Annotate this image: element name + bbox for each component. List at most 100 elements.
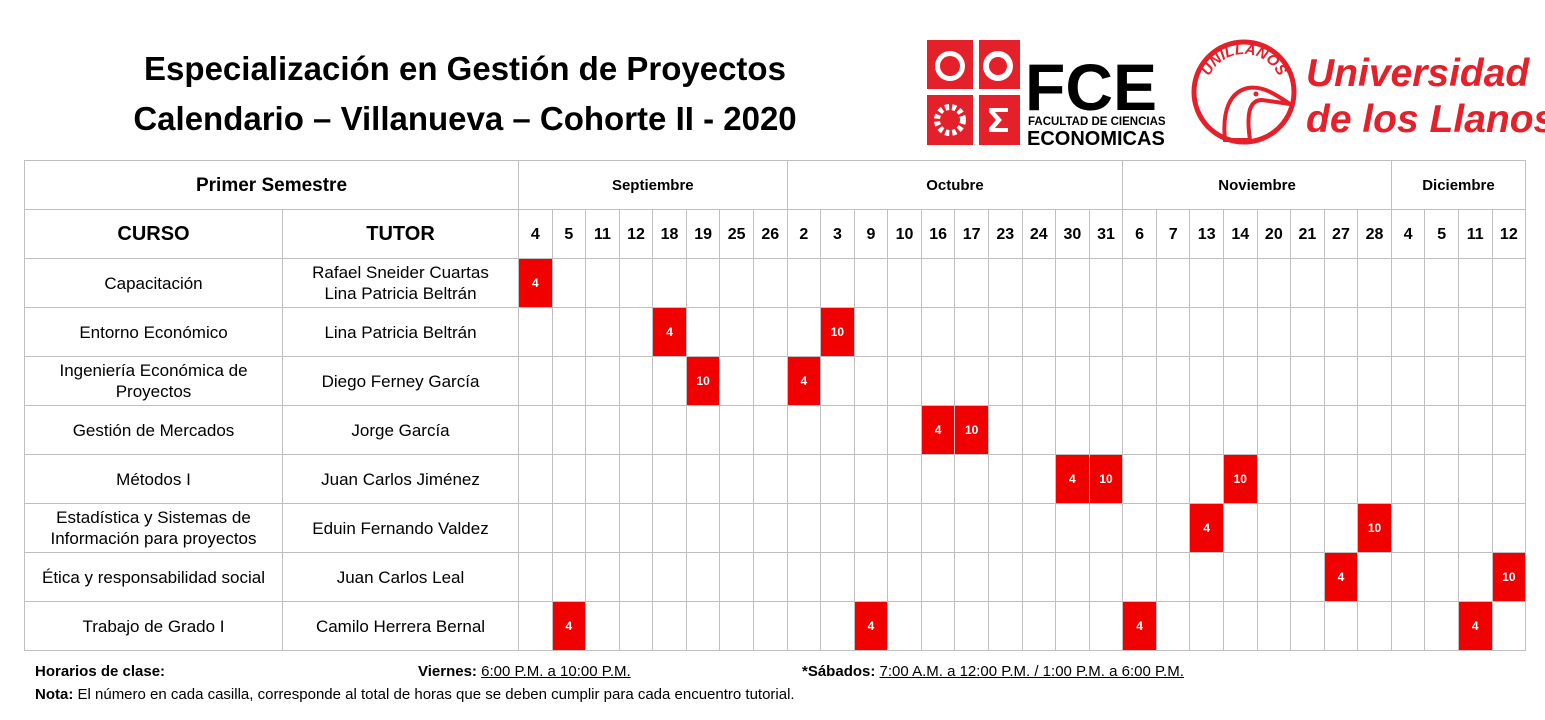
empty-cell <box>1457 258 1493 308</box>
empty-cell <box>585 552 620 602</box>
empty-cell <box>1323 405 1359 455</box>
empty-cell <box>518 552 553 602</box>
session-cell: 10 <box>685 356 721 406</box>
empty-cell <box>1323 258 1359 308</box>
empty-cell <box>1021 601 1057 651</box>
semester: Primer Semestre <box>23 160 520 210</box>
empty-cell <box>1055 601 1090 651</box>
empty-cell <box>752 405 788 455</box>
tutor: Eduin Fernando Valdez <box>281 503 520 553</box>
saturday: *Sábados: 7:00 A.M. a 12:00 P.M. / 1:00 … <box>802 663 1184 680</box>
session-cell: 10 <box>954 405 989 455</box>
empty-cell <box>820 601 855 651</box>
day: 28 <box>1357 209 1392 259</box>
empty-cell <box>1155 405 1191 455</box>
empty-cell <box>954 356 989 406</box>
day: 10 <box>887 209 922 259</box>
empty-cell <box>987 356 1023 406</box>
empty-cell <box>987 258 1023 308</box>
tutor-name: Camilo Herrera Bernal <box>315 616 486 636</box>
empty-cell <box>920 258 956 308</box>
empty-cell <box>1088 552 1124 602</box>
tutor: Jorge García <box>281 405 520 455</box>
course-header: CURSO <box>24 209 283 259</box>
empty-cell <box>1222 552 1258 602</box>
day: 4 <box>1390 209 1426 259</box>
month: Octubre <box>786 160 1124 210</box>
empty-cell <box>1491 258 1527 308</box>
day: 5 <box>1424 209 1459 259</box>
day: 14 <box>1222 209 1258 259</box>
empty-cell <box>1055 258 1090 308</box>
empty-cell <box>1256 454 1292 504</box>
empty-cell <box>719 503 754 553</box>
empty-cell <box>853 552 889 602</box>
empty-cell <box>887 552 922 602</box>
empty-cell <box>1256 258 1292 308</box>
empty-cell <box>1290 601 1325 651</box>
course: Capacitación <box>24 258 283 308</box>
empty-cell <box>1088 601 1124 651</box>
session-cell: 4 <box>652 307 687 357</box>
empty-cell <box>618 405 654 455</box>
course: Ética y responsabilidad social <box>24 552 283 602</box>
day: 17 <box>954 209 989 259</box>
day: 31 <box>1088 209 1124 259</box>
empty-cell <box>920 503 956 553</box>
logos: FCE FACULTAD DE CIENCIAS ECONOMICAS UNIL… <box>927 39 1545 150</box>
tutor-name: Juan Carlos Jiménez <box>321 469 480 489</box>
empty-cell <box>920 454 956 504</box>
fce-line: ECONOMICAS <box>1027 128 1165 150</box>
empty-cell <box>820 258 855 308</box>
friday-label: Viernes: <box>418 663 477 680</box>
session-cell: 4 <box>1122 601 1157 651</box>
empty-cell <box>652 405 687 455</box>
empty-cell <box>1088 356 1124 406</box>
day: 11 <box>585 209 620 259</box>
session-cell: 4 <box>551 601 587 651</box>
empty-cell <box>585 503 620 553</box>
course-row: Trabajo de Grado I Camilo Herrera Bernal 4… <box>24 601 1527 651</box>
empty-cell <box>987 503 1023 553</box>
empty-cell <box>786 405 822 455</box>
empty-cell <box>1256 503 1292 553</box>
session-cell: 10 <box>1088 454 1124 504</box>
month: Diciembre <box>1390 160 1527 210</box>
empty-cell <box>1357 454 1392 504</box>
empty-cell <box>1155 552 1191 602</box>
note: Nota: El número en cada casilla, corresp… <box>35 686 795 703</box>
empty-cell <box>618 307 654 357</box>
empty-cell <box>1457 405 1493 455</box>
empty-cell <box>1021 454 1057 504</box>
day: 6 <box>1122 209 1157 259</box>
empty-cell <box>518 454 553 504</box>
empty-cell <box>954 552 989 602</box>
empty-cell <box>1222 405 1258 455</box>
empty-cell <box>786 307 822 357</box>
empty-cell <box>1189 307 1224 357</box>
session-cell: 4 <box>518 258 553 308</box>
empty-cell <box>853 503 889 553</box>
empty-cell <box>652 552 687 602</box>
tutor-name: Lina Patricia Beltrán <box>324 322 477 342</box>
empty-cell <box>1491 454 1527 504</box>
empty-cell <box>1088 307 1124 357</box>
session-cell: 10 <box>1357 503 1392 553</box>
empty-cell <box>1290 552 1325 602</box>
empty-cell <box>1323 503 1359 553</box>
empty-cell <box>719 307 754 357</box>
empty-cell <box>518 503 553 553</box>
empty-cell <box>1021 307 1057 357</box>
empty-cell <box>1222 307 1258 357</box>
empty-cell <box>954 503 989 553</box>
session-cell: 4 <box>1189 503 1224 553</box>
empty-cell <box>1256 405 1292 455</box>
empty-cell <box>1357 601 1392 651</box>
empty-cell <box>1457 307 1493 357</box>
empty-cell <box>685 307 721 357</box>
empty-cell <box>551 454 587 504</box>
empty-cell <box>685 405 721 455</box>
empty-cell <box>1189 356 1224 406</box>
empty-cell <box>1088 405 1124 455</box>
empty-cell <box>920 307 956 357</box>
